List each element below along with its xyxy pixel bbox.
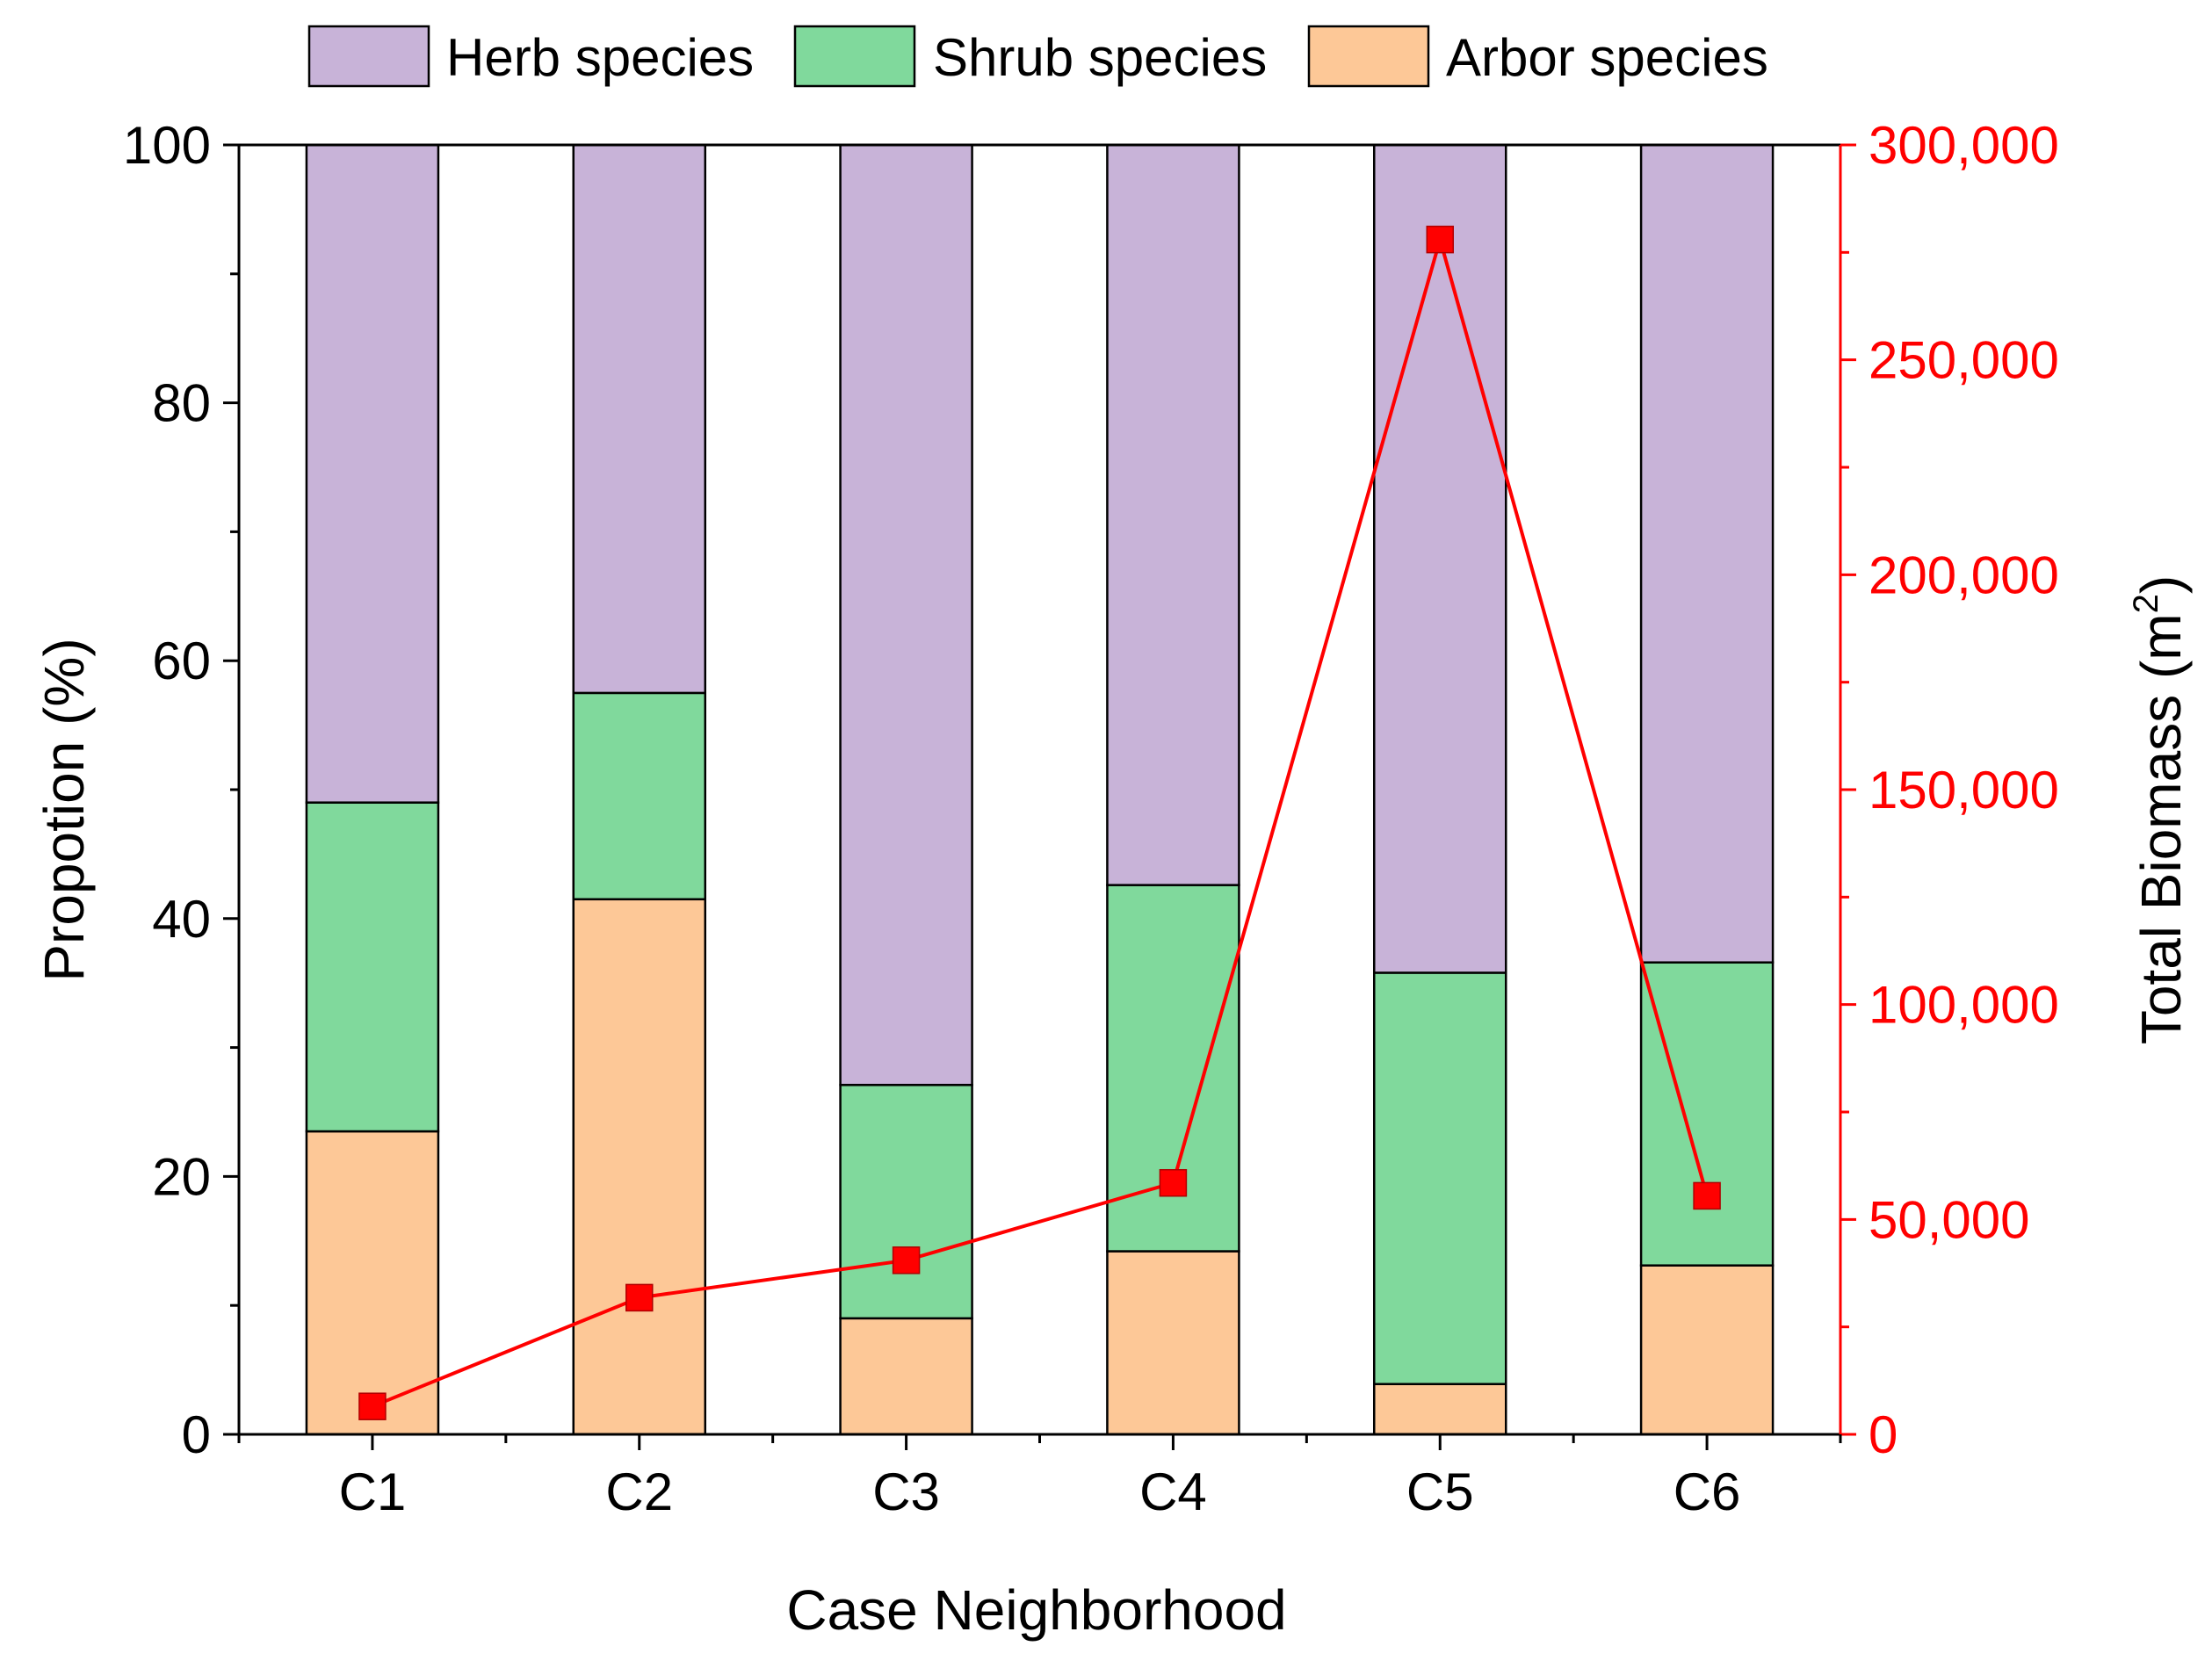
legend-label-shrub: Shrub species xyxy=(933,28,1267,87)
biomass-marker-c1 xyxy=(358,1392,387,1420)
bar-shrub-c2 xyxy=(572,691,706,901)
bar-herb-c4 xyxy=(1106,143,1240,886)
bar-shrub-c5 xyxy=(1373,971,1507,1385)
plot-frame xyxy=(237,143,1842,1436)
bars-layer xyxy=(305,143,1775,1436)
bar-arbor-c1 xyxy=(305,1130,440,1436)
y2-axis-title-sup: 2 xyxy=(2127,594,2165,613)
bar-shrub-c3 xyxy=(839,1083,973,1320)
bar-herb-c5 xyxy=(1373,143,1507,974)
y-axis-title: Propotion (%) xyxy=(33,638,96,981)
y-tick-label: 100 xyxy=(123,116,211,175)
y2-axis-title-main: Total Biomass (m xyxy=(2129,613,2193,1044)
legend: Herb species Shrub species Arbor species xyxy=(307,25,1768,88)
biomass-marker-c6 xyxy=(1693,1181,1721,1210)
legend-label-herb: Herb species xyxy=(446,28,754,87)
legend-swatch-shrub xyxy=(793,25,916,88)
biomass-marker-c2 xyxy=(625,1283,654,1312)
legend-swatch-herb xyxy=(307,25,430,88)
y2-tick-label: 50,000 xyxy=(1869,1190,2030,1249)
bar-shrub-c1 xyxy=(305,801,440,1133)
bar-shrub-c6 xyxy=(1639,961,1775,1267)
legend-label-arbor: Arbor species xyxy=(1446,28,1768,87)
y2-tick-label: 200,000 xyxy=(1869,545,2059,604)
y2-tick-label: 0 xyxy=(1869,1405,1898,1464)
x-tick-label: C3 xyxy=(872,1462,940,1521)
y2-tick-label: 300,000 xyxy=(1869,116,2059,175)
bar-herb-c2 xyxy=(572,143,706,695)
y2-tick-label: 250,000 xyxy=(1869,331,2059,390)
bar-arbor-c4 xyxy=(1106,1250,1240,1436)
bar-arbor-c6 xyxy=(1639,1264,1775,1436)
x-tick-label: C5 xyxy=(1406,1462,1474,1521)
x-tick-label: C2 xyxy=(605,1462,673,1521)
y2-tick-label: 100,000 xyxy=(1869,976,2059,1035)
y-tick-label: 20 xyxy=(152,1147,211,1206)
bar-herb-c3 xyxy=(839,143,973,1087)
bar-herb-c6 xyxy=(1639,143,1775,964)
y2-axis-title-close: ) xyxy=(2129,575,2193,594)
x-tick-label: C4 xyxy=(1139,1462,1207,1521)
bar-arbor-c5 xyxy=(1373,1383,1507,1436)
x-tick-label: C1 xyxy=(339,1462,407,1521)
bar-herb-c1 xyxy=(305,143,440,804)
y-tick-label: 80 xyxy=(152,374,211,433)
bar-arbor-c3 xyxy=(839,1317,973,1436)
biomass-line-layer xyxy=(358,225,1721,1420)
x-axis-title: Case Neighborhood xyxy=(786,1578,1286,1642)
biomass-marker-c4 xyxy=(1159,1168,1188,1197)
y2-axis-title: Total Biomass (m2) xyxy=(2127,575,2193,1044)
biomass-marker-c5 xyxy=(1426,225,1454,254)
y2-tick-label: 150,000 xyxy=(1869,761,2059,820)
y-tick-label: 0 xyxy=(182,1405,211,1464)
y-tick-label: 40 xyxy=(152,890,211,949)
x-tick-label: C6 xyxy=(1673,1462,1741,1521)
biomass-line xyxy=(372,233,1710,1409)
legend-swatch-arbor xyxy=(1307,25,1430,88)
axes-layer: 0 20 40 60 80 100 0 50,000 100,000 150,000 200,000… xyxy=(123,116,2059,1521)
y-tick-label: 60 xyxy=(152,632,211,690)
biomass-marker-c3 xyxy=(892,1246,921,1274)
bar-arbor-c2 xyxy=(572,898,706,1436)
